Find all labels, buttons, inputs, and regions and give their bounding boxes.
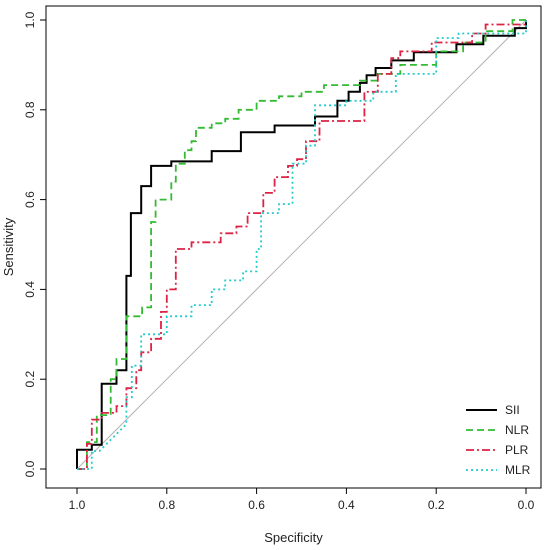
legend: SII NLR PLR MLR [466,403,531,477]
y-tick-label: 0.0 [23,460,37,477]
x-axis-title: Specificity [264,530,323,545]
x-tick-label: 0.4 [338,498,355,512]
series-line-nlr [77,19,526,470]
axes-layer: 1.0 0.8 0.6 0.4 0.2 0.0 0.0 0.2 0.4 0.6 0.8 1.0 [23,11,535,512]
y-axis-title: Sensitivity [1,217,16,276]
x-tick-label: 1.0 [69,498,86,512]
series-line-sii [76,20,527,469]
y-tick-label: 0.4 [23,281,37,298]
x-tick-label: 0.6 [248,498,265,512]
series-line-plr [77,20,527,470]
y-tick-label: 0.6 [23,191,37,208]
reference-diagonal-line [76,19,527,470]
x-tick-label: 0.0 [518,498,535,512]
plot-frame-layer [45,5,542,489]
series-layer [76,19,527,470]
reference-line-layer [76,19,527,470]
plot-area-frame [45,5,542,489]
y-tick-label: 0.8 [23,101,37,118]
legend-label-nlr: NLR [505,423,529,437]
y-tick-label: 0.2 [23,371,37,388]
y-tick-label: 1.0 [23,11,37,28]
legend-label-plr: PLR [505,443,529,457]
legend-label-mlr: MLR [505,463,531,477]
legend-label-sii: SII [505,403,520,417]
x-tick-label: 0.8 [158,498,175,512]
x-tick-label: 0.2 [428,498,445,512]
